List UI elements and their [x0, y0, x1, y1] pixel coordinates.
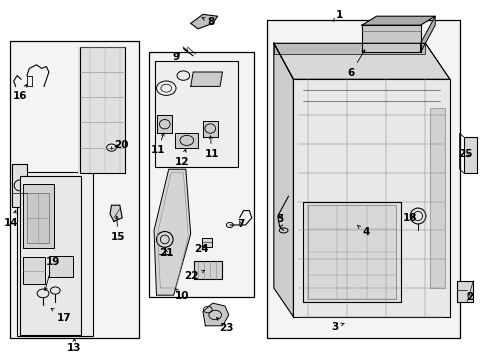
Text: 17: 17	[51, 308, 72, 323]
Text: 11: 11	[204, 136, 219, 159]
Text: 11: 11	[150, 133, 165, 156]
Text: 9: 9	[172, 52, 179, 62]
Text: 5: 5	[276, 213, 283, 224]
Text: 6: 6	[347, 50, 364, 78]
Polygon shape	[273, 43, 449, 79]
Polygon shape	[463, 137, 476, 173]
Polygon shape	[273, 43, 425, 54]
Bar	[49, 256, 73, 277]
Text: 4: 4	[356, 225, 369, 237]
Text: 25: 25	[457, 149, 472, 159]
Polygon shape	[361, 16, 434, 25]
Bar	[12, 164, 27, 207]
Text: 3: 3	[331, 322, 344, 332]
Text: 19: 19	[44, 257, 60, 291]
Polygon shape	[20, 176, 81, 335]
Polygon shape	[361, 25, 420, 52]
Text: 10: 10	[174, 288, 189, 301]
Bar	[266, 20, 459, 338]
Polygon shape	[23, 184, 54, 248]
Text: 16: 16	[13, 84, 28, 102]
Polygon shape	[420, 16, 434, 52]
Bar	[155, 61, 238, 167]
Bar	[303, 202, 400, 302]
Bar	[17, 172, 93, 336]
Polygon shape	[154, 169, 190, 295]
Text: 2: 2	[465, 292, 472, 302]
Text: 20: 20	[114, 140, 128, 150]
Polygon shape	[293, 79, 449, 317]
Bar	[429, 108, 444, 288]
Bar	[27, 193, 49, 243]
Polygon shape	[194, 261, 222, 279]
Text: 22: 22	[184, 270, 204, 282]
Polygon shape	[456, 281, 472, 302]
Polygon shape	[203, 121, 217, 137]
Text: 18: 18	[402, 213, 416, 223]
Bar	[307, 205, 395, 299]
Text: 12: 12	[174, 149, 189, 167]
Text: 1: 1	[332, 10, 343, 21]
Polygon shape	[190, 14, 217, 29]
Polygon shape	[110, 205, 122, 221]
Text: 7: 7	[236, 219, 244, 229]
Bar	[149, 52, 254, 297]
Text: 14: 14	[3, 211, 18, 228]
Bar	[10, 41, 139, 338]
Text: 21: 21	[159, 248, 173, 258]
Polygon shape	[175, 133, 198, 148]
Text: 23: 23	[216, 318, 233, 333]
Polygon shape	[78, 47, 124, 173]
Polygon shape	[202, 238, 211, 247]
Text: 8: 8	[202, 17, 214, 27]
Polygon shape	[157, 115, 172, 133]
Text: 13: 13	[67, 339, 81, 353]
Polygon shape	[273, 43, 293, 317]
Text: 15: 15	[111, 216, 125, 242]
Text: 24: 24	[194, 244, 208, 254]
Polygon shape	[203, 303, 228, 326]
Polygon shape	[190, 72, 222, 86]
Bar	[23, 257, 45, 284]
